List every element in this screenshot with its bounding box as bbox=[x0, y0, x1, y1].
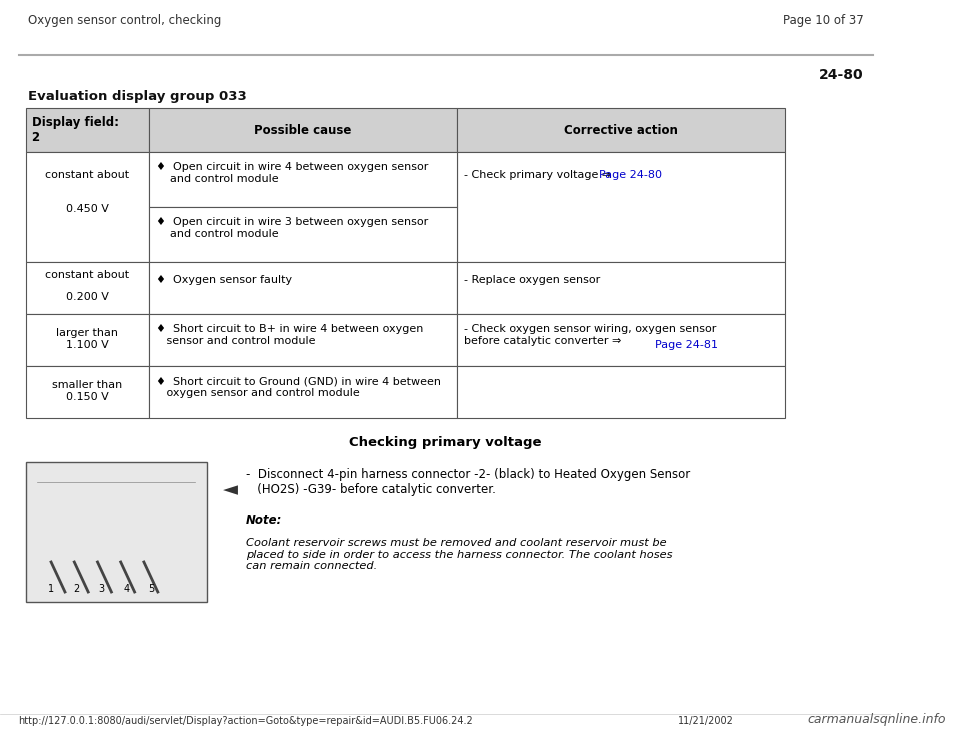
Text: ♦  Short circuit to B+ in wire 4 between oxygen
   sensor and control module: ♦ Short circuit to B+ in wire 4 between … bbox=[156, 324, 423, 346]
Text: http://127.0.0.1:8080/audi/servlet/Display?action=Goto&type=repair&id=AUDI.B5.FU: http://127.0.0.1:8080/audi/servlet/Displ… bbox=[18, 716, 473, 726]
Text: ♦  Open circuit in wire 4 between oxygen sensor
    and control module: ♦ Open circuit in wire 4 between oxygen … bbox=[156, 162, 428, 183]
Bar bbox=[149, 262, 457, 314]
Bar bbox=[457, 152, 785, 262]
Text: 0.200 V: 0.200 V bbox=[66, 292, 108, 302]
Bar bbox=[26, 262, 149, 314]
Text: Page 24-81: Page 24-81 bbox=[656, 340, 718, 350]
Bar bbox=[149, 207, 457, 262]
Text: ♦  Short circuit to Ground (GND) in wire 4 between
   oxygen sensor and control : ♦ Short circuit to Ground (GND) in wire … bbox=[156, 376, 441, 398]
Text: carmanualsqnline.info: carmanualsqnline.info bbox=[807, 713, 947, 726]
Bar bbox=[26, 108, 149, 152]
Text: Coolant reservoir screws must be removed and coolant reservoir must be
placed to: Coolant reservoir screws must be removed… bbox=[246, 538, 673, 571]
Text: 5: 5 bbox=[148, 584, 155, 594]
Bar bbox=[26, 152, 149, 262]
Text: 1: 1 bbox=[48, 584, 54, 594]
Bar bbox=[149, 314, 457, 366]
Text: ◄: ◄ bbox=[223, 480, 238, 499]
Bar bbox=[26, 462, 207, 602]
Text: 2: 2 bbox=[73, 584, 80, 594]
Text: Note:: Note: bbox=[246, 514, 282, 527]
Bar bbox=[149, 366, 457, 418]
Bar bbox=[457, 262, 785, 314]
Text: 24-80: 24-80 bbox=[819, 68, 863, 82]
Text: Evaluation display group 033: Evaluation display group 033 bbox=[28, 90, 247, 103]
Text: - Check oxygen sensor wiring, oxygen sensor
before catalytic converter ⇒: - Check oxygen sensor wiring, oxygen sen… bbox=[465, 324, 716, 346]
Text: Possible cause: Possible cause bbox=[254, 123, 351, 137]
Bar bbox=[457, 108, 785, 152]
Bar bbox=[26, 366, 149, 418]
Bar bbox=[26, 314, 149, 366]
Text: Corrective action: Corrective action bbox=[564, 123, 678, 137]
Text: Oxygen sensor control, checking: Oxygen sensor control, checking bbox=[28, 14, 221, 27]
Text: Page 24-80: Page 24-80 bbox=[599, 170, 661, 180]
Text: ♦  Oxygen sensor faulty: ♦ Oxygen sensor faulty bbox=[156, 275, 292, 285]
Text: - Replace oxygen sensor: - Replace oxygen sensor bbox=[465, 275, 600, 285]
Text: 0.450 V: 0.450 V bbox=[66, 204, 108, 214]
Bar bbox=[457, 366, 785, 418]
Text: ♦  Open circuit in wire 3 between oxygen sensor
    and control module: ♦ Open circuit in wire 3 between oxygen … bbox=[156, 217, 428, 239]
Text: 3: 3 bbox=[98, 584, 105, 594]
Text: smaller than
0.150 V: smaller than 0.150 V bbox=[52, 380, 122, 401]
Text: -  Disconnect 4-pin harness connector -2- (black) to Heated Oxygen Sensor
   (HO: - Disconnect 4-pin harness connector -2-… bbox=[246, 468, 690, 496]
Text: larger than
1.100 V: larger than 1.100 V bbox=[57, 328, 118, 349]
Bar bbox=[457, 314, 785, 366]
Text: 4: 4 bbox=[123, 584, 130, 594]
Text: constant about: constant about bbox=[45, 170, 130, 180]
Bar bbox=[149, 152, 457, 207]
Text: constant about: constant about bbox=[45, 270, 130, 280]
Text: Checking primary voltage: Checking primary voltage bbox=[349, 436, 541, 449]
Text: Page 10 of 37: Page 10 of 37 bbox=[782, 14, 863, 27]
Text: - Check primary voltage ⇒: - Check primary voltage ⇒ bbox=[465, 170, 615, 180]
Bar bbox=[149, 108, 457, 152]
Text: Display field:
2: Display field: 2 bbox=[32, 116, 119, 144]
Text: 11/21/2002: 11/21/2002 bbox=[678, 716, 733, 726]
